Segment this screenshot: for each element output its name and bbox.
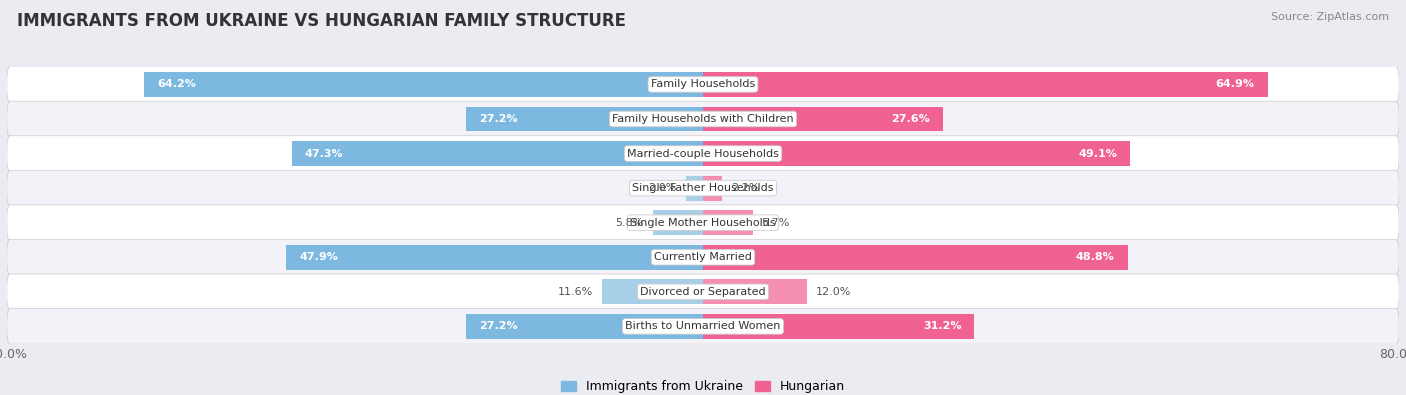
Text: 31.2%: 31.2% bbox=[922, 322, 962, 331]
Text: Family Households with Children: Family Households with Children bbox=[612, 114, 794, 124]
Text: 5.7%: 5.7% bbox=[761, 218, 790, 228]
FancyBboxPatch shape bbox=[7, 205, 1399, 241]
Text: 2.2%: 2.2% bbox=[731, 183, 759, 193]
Bar bbox=[703, 210, 752, 235]
FancyBboxPatch shape bbox=[7, 170, 1399, 206]
Text: 48.8%: 48.8% bbox=[1076, 252, 1115, 262]
Bar bbox=[602, 279, 703, 304]
Bar bbox=[703, 314, 974, 339]
FancyBboxPatch shape bbox=[7, 136, 1399, 171]
Text: 5.8%: 5.8% bbox=[616, 218, 644, 228]
Text: 27.2%: 27.2% bbox=[479, 322, 517, 331]
Bar bbox=[287, 245, 703, 270]
Bar bbox=[703, 72, 1268, 97]
Text: 27.2%: 27.2% bbox=[479, 114, 517, 124]
Bar bbox=[703, 279, 807, 304]
Bar bbox=[652, 210, 703, 235]
Text: 12.0%: 12.0% bbox=[815, 287, 852, 297]
FancyBboxPatch shape bbox=[7, 308, 1399, 344]
Text: IMMIGRANTS FROM UKRAINE VS HUNGARIAN FAMILY STRUCTURE: IMMIGRANTS FROM UKRAINE VS HUNGARIAN FAM… bbox=[17, 12, 626, 30]
Text: 27.6%: 27.6% bbox=[891, 114, 929, 124]
Text: 64.2%: 64.2% bbox=[157, 79, 197, 89]
Text: 49.1%: 49.1% bbox=[1078, 149, 1118, 158]
Bar bbox=[703, 245, 1128, 270]
FancyBboxPatch shape bbox=[7, 101, 1399, 137]
Text: Divorced or Separated: Divorced or Separated bbox=[640, 287, 766, 297]
FancyBboxPatch shape bbox=[7, 274, 1399, 310]
Text: 47.3%: 47.3% bbox=[305, 149, 343, 158]
Text: Source: ZipAtlas.com: Source: ZipAtlas.com bbox=[1271, 12, 1389, 22]
Text: Currently Married: Currently Married bbox=[654, 252, 752, 262]
Text: 64.9%: 64.9% bbox=[1216, 79, 1254, 89]
Bar bbox=[703, 141, 1130, 166]
Bar bbox=[686, 176, 703, 201]
Text: Married-couple Households: Married-couple Households bbox=[627, 149, 779, 158]
Text: 11.6%: 11.6% bbox=[558, 287, 593, 297]
Text: 2.0%: 2.0% bbox=[648, 183, 676, 193]
Bar bbox=[467, 107, 703, 132]
Text: Single Father Households: Single Father Households bbox=[633, 183, 773, 193]
Text: Single Mother Households: Single Mother Households bbox=[630, 218, 776, 228]
Bar bbox=[145, 72, 703, 97]
Bar bbox=[703, 176, 723, 201]
Text: Family Households: Family Households bbox=[651, 79, 755, 89]
FancyBboxPatch shape bbox=[7, 67, 1399, 102]
Bar bbox=[291, 141, 703, 166]
Legend: Immigrants from Ukraine, Hungarian: Immigrants from Ukraine, Hungarian bbox=[555, 375, 851, 395]
FancyBboxPatch shape bbox=[7, 239, 1399, 275]
Bar bbox=[467, 314, 703, 339]
Bar bbox=[703, 107, 943, 132]
Text: 47.9%: 47.9% bbox=[299, 252, 339, 262]
Text: Births to Unmarried Women: Births to Unmarried Women bbox=[626, 322, 780, 331]
